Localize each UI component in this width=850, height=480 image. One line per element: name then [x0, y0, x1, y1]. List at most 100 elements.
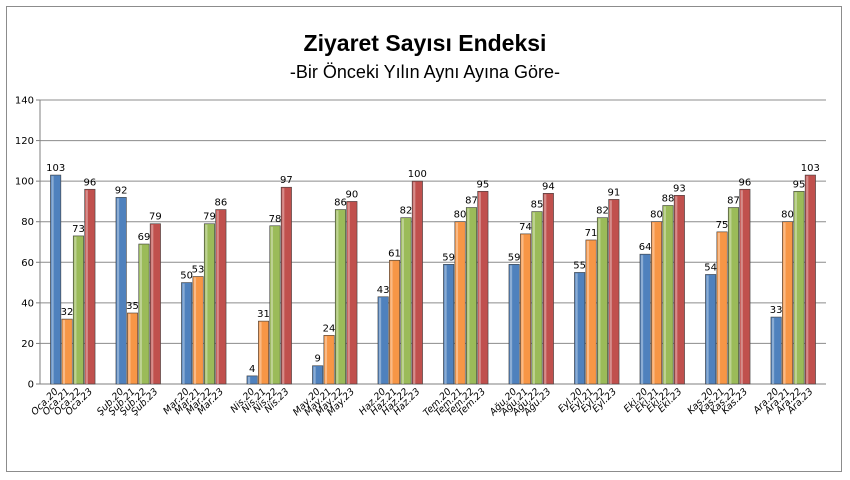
bar [739, 188, 751, 385]
bar [477, 190, 489, 385]
bar [651, 221, 663, 385]
bar-highlight [313, 366, 316, 384]
data-label: 59 [442, 252, 455, 263]
data-label: 82 [596, 206, 609, 217]
data-label: 64 [639, 242, 652, 253]
data-label: 54 [704, 262, 717, 273]
data-label: 61 [388, 248, 401, 259]
bar-highlight [640, 255, 644, 384]
data-label: 95 [793, 179, 806, 190]
bar [520, 233, 532, 385]
data-label: 95 [476, 179, 489, 190]
y-tick-label: 0 [28, 380, 34, 391]
y-tick-label: 100 [15, 177, 34, 188]
data-label: 33 [770, 305, 783, 316]
bar [334, 209, 346, 385]
data-label: 73 [72, 224, 85, 235]
data-label: 78 [269, 214, 282, 225]
bar-highlight [85, 190, 88, 384]
data-label: 55 [573, 260, 586, 271]
chart-title: Ziyaret Sayısı Endeksi [303, 30, 547, 56]
bar [115, 197, 127, 385]
y-tick-label: 20 [21, 339, 34, 350]
data-label: 80 [781, 210, 794, 221]
data-label: 35 [126, 301, 139, 312]
bar [215, 209, 227, 385]
bar-highlight [390, 261, 393, 384]
bar-highlight [575, 273, 578, 384]
bar-highlight [740, 190, 743, 384]
bar [127, 312, 139, 385]
data-label: 85 [531, 200, 544, 211]
bar [531, 211, 543, 385]
y-tick-label: 80 [21, 217, 34, 228]
bar-highlight [216, 210, 219, 384]
bar [804, 174, 816, 385]
bar [389, 259, 401, 385]
data-label: 4 [249, 364, 255, 375]
bar [782, 221, 794, 385]
bar-highlight [282, 188, 285, 384]
bar-highlight [467, 208, 470, 384]
bar-highlight [270, 226, 273, 384]
bar [280, 186, 292, 385]
bar [269, 225, 281, 385]
bar-highlight [378, 297, 382, 384]
data-label: 53 [192, 264, 205, 275]
bar-highlight [193, 277, 197, 384]
bar [377, 296, 389, 385]
bar-highlight [324, 336, 328, 384]
bar [454, 221, 466, 385]
bar-highlight [139, 245, 142, 384]
bar [258, 320, 270, 385]
bar [50, 174, 62, 385]
bar-highlight [347, 202, 350, 384]
bar-highlight [182, 283, 185, 384]
bar-highlight [205, 224, 208, 384]
bar-highlight [521, 234, 524, 384]
chart-frame [6, 6, 842, 472]
bar [793, 190, 805, 385]
bar [673, 195, 685, 385]
data-label: 80 [454, 210, 467, 221]
bar-highlight [62, 320, 66, 384]
data-label: 90 [345, 189, 358, 200]
bar-highlight [247, 376, 251, 384]
data-label: 91 [607, 187, 620, 198]
bar-highlight [717, 232, 721, 384]
data-label: 86 [214, 198, 227, 209]
y-tick-label: 40 [21, 298, 34, 309]
data-label: 86 [334, 198, 347, 209]
bar-highlight [151, 224, 154, 384]
bar-highlight [128, 314, 131, 384]
bar [181, 282, 193, 385]
bar-highlight [586, 240, 590, 384]
data-label: 24 [323, 323, 336, 334]
bar-highlight [336, 210, 339, 384]
y-tick-label: 120 [15, 136, 34, 147]
bar [705, 274, 717, 385]
bar [84, 188, 96, 385]
data-label: 88 [662, 193, 675, 204]
bar-highlight [116, 198, 120, 384]
bar [716, 231, 728, 385]
bar-highlight [444, 265, 447, 384]
bar [138, 243, 150, 385]
bar [72, 235, 84, 385]
bar-highlight [74, 236, 77, 384]
data-label: 43 [377, 285, 390, 296]
data-label: 74 [519, 222, 532, 233]
chart-subtitle: -Bir Önceki Yılın Aynı Ayına Göre- [289, 62, 561, 82]
bar [508, 264, 520, 385]
bar-highlight [455, 222, 459, 384]
data-label: 9 [314, 354, 320, 365]
data-label: 71 [585, 228, 598, 239]
data-label: 96 [83, 177, 96, 188]
bar [465, 207, 477, 385]
data-label: 79 [203, 212, 216, 223]
data-label: 93 [673, 183, 686, 194]
bar [61, 318, 73, 385]
bar-highlight [652, 222, 655, 384]
data-label: 87 [727, 196, 740, 207]
bar [203, 223, 215, 385]
